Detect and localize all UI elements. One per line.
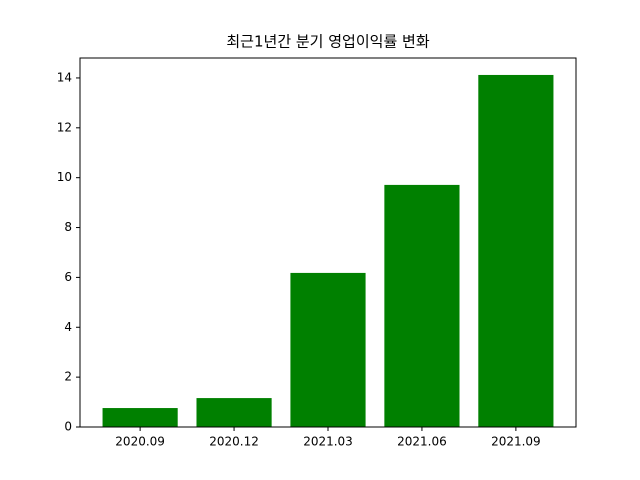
bar: [478, 74, 554, 428]
bar: [196, 398, 272, 427]
x-tick-label: 2021.09: [491, 435, 541, 449]
y-tick-label: 14: [57, 70, 72, 84]
bar: [102, 408, 178, 427]
bar: [384, 184, 460, 427]
y-tick-label: 8: [64, 220, 72, 234]
y-tick-label: 10: [57, 170, 72, 184]
chart-title: 최근1년간 분기 영업이익률 변화: [226, 33, 429, 51]
y-tick-label: 6: [64, 270, 72, 284]
plot-frame: [79, 57, 577, 428]
y-tick-label: 2: [64, 370, 72, 384]
x-tick-label: 2020.12: [209, 435, 259, 449]
y-tick-label: 0: [64, 420, 72, 434]
x-tick-label: 2020.09: [115, 435, 165, 449]
y-tick-label: 4: [64, 320, 72, 334]
x-tick-label: 2021.03: [303, 435, 353, 449]
bar: [290, 272, 366, 427]
x-tick-label: 2021.06: [397, 435, 447, 449]
y-tick-label: 12: [57, 120, 72, 134]
